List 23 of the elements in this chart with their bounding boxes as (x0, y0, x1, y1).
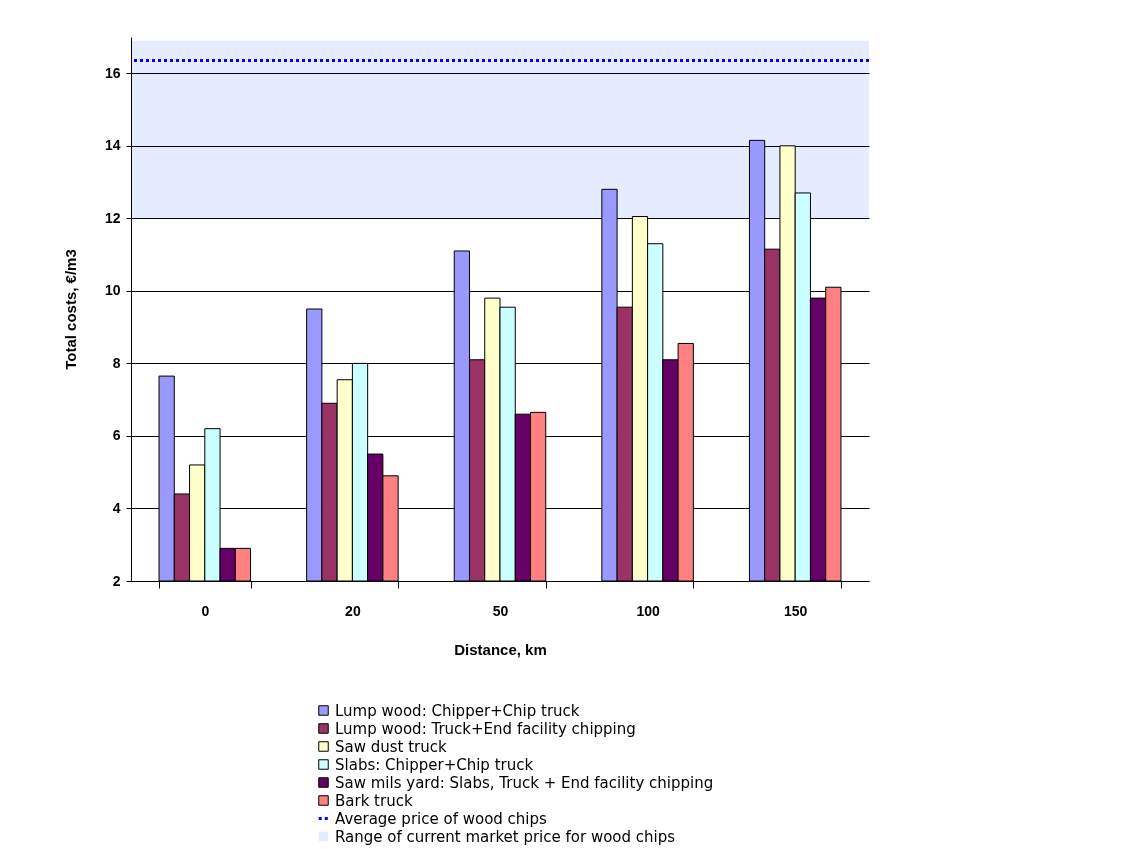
y-tick-label: 14 (104, 137, 121, 154)
legend-label: Average price of wood chips (335, 809, 548, 828)
x-tick-label: 0 (201, 602, 210, 619)
y-tick-label: 8 (112, 354, 121, 371)
y-tick-label: 16 (104, 64, 121, 81)
x-axis-title: Distance, km (454, 640, 547, 658)
legend-label: Saw dust truck (335, 737, 448, 756)
legend-label: Slabs: Chipper+Chip truck (335, 755, 534, 774)
x-tick-label: 100 (636, 602, 660, 619)
legend-label: Saw mils yard: Slabs, Truck + End facility chipping (335, 773, 714, 792)
legend-label: Range of current market price for wood chips (335, 827, 676, 846)
x-tick-label: 20 (345, 602, 361, 619)
y-tick-label: 10 (104, 282, 121, 299)
legend-label: Lump wood: Truck+End facility chipping (335, 719, 636, 738)
x-tick-label: 50 (492, 602, 509, 619)
y-tick-label: 2 (112, 572, 121, 589)
legend-label: Bark truck (335, 791, 413, 810)
y-tick-label: 4 (112, 499, 121, 516)
x-tick-label: 150 (784, 602, 808, 619)
y-tick-label: 12 (104, 209, 121, 226)
legend-label: Lump wood: Chipper+Chip truck (335, 701, 580, 720)
y-tick-label: 6 (112, 427, 121, 444)
y-axis-title: Total costs, €/m3 (61, 249, 79, 370)
